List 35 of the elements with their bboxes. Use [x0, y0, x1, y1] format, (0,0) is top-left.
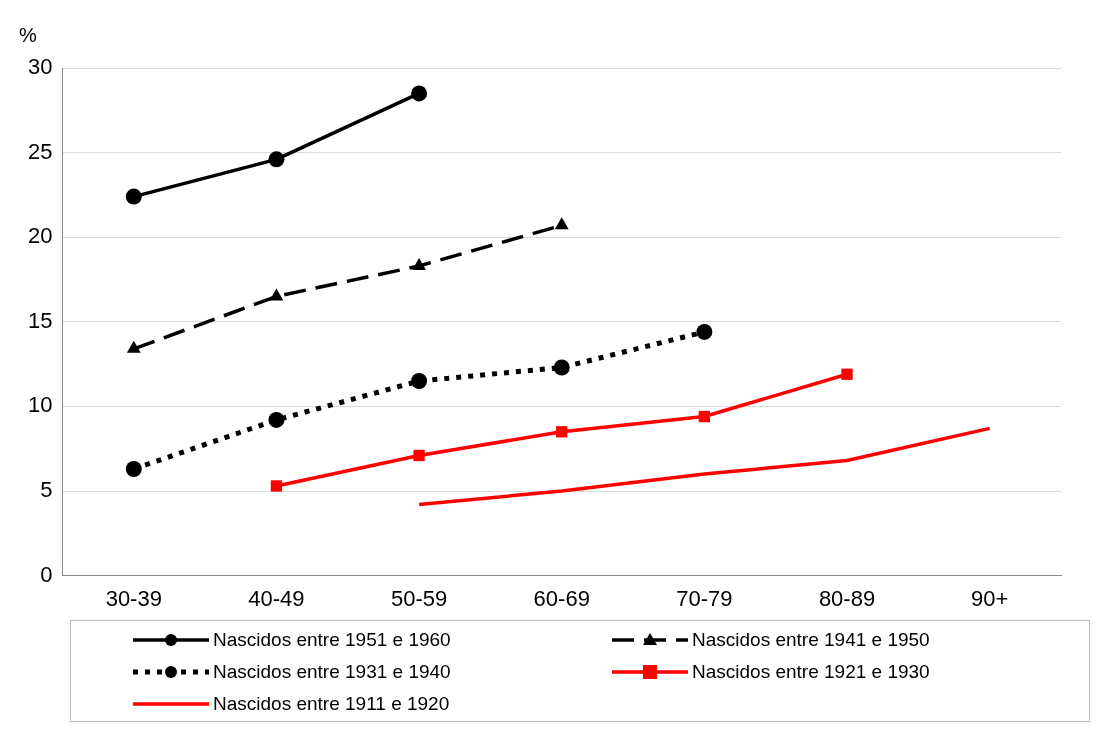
legend-label: Nascidos entre 1931 e 1940 [213, 661, 451, 683]
point [554, 217, 569, 230]
point [698, 410, 711, 423]
y-tick-label: 5 [40, 477, 53, 503]
point [556, 426, 568, 438]
y-tick-label: 30 [27, 54, 53, 80]
point [553, 359, 570, 376]
point [696, 323, 713, 340]
y-tick-label: 0 [40, 561, 53, 587]
x-tick-label: 40-49 [248, 585, 305, 611]
y-tick-label: 25 [27, 138, 53, 164]
y-axis-title: % [19, 23, 38, 46]
y-tick-label: 15 [27, 307, 53, 333]
y-tick-label: 20 [27, 223, 53, 249]
point [269, 288, 284, 301]
legend-label: Nascidos entre 1921 e 1930 [692, 661, 930, 683]
point [125, 461, 142, 477]
legend-label: Nascidos entre 1951 e 1960 [213, 629, 451, 651]
legend-label: Nascidos entre 1911 e 1920 [213, 693, 450, 715]
point [411, 373, 428, 390]
x-tick-label: 90+ [971, 585, 1009, 611]
y-tick-label: 10 [27, 392, 53, 418]
point [125, 188, 142, 205]
point [268, 411, 285, 428]
x-tick-label: 30-39 [105, 585, 162, 611]
point [841, 368, 853, 380]
x-tick-label: 80-89 [818, 585, 876, 611]
x-tick-label: 60-69 [533, 585, 590, 611]
x-tick-label: 50-59 [390, 585, 448, 611]
point [411, 85, 428, 102]
point [268, 151, 285, 168]
legend-label: Nascidos entre 1941 e 1950 [692, 629, 930, 651]
point [270, 480, 283, 492]
point [413, 449, 425, 462]
x-tick-label: 70-79 [676, 585, 733, 611]
